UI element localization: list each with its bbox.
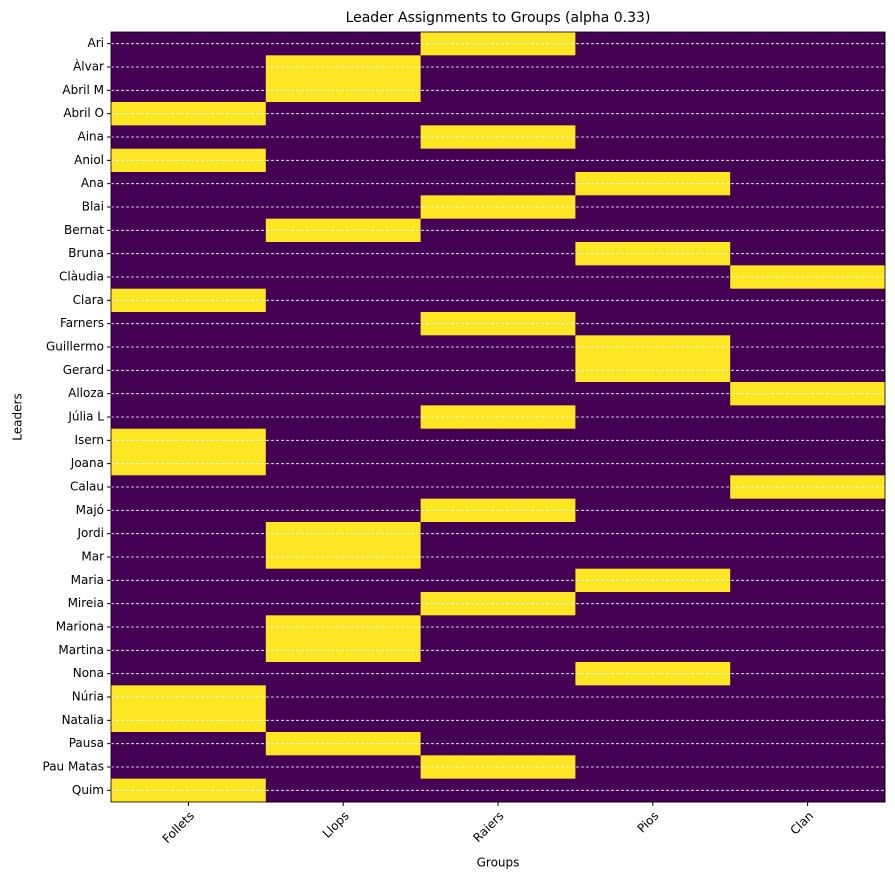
x-tick-label: Pios [635, 809, 662, 836]
y-tick-label: Ana [81, 176, 104, 190]
y-tick-label: Mar [81, 550, 104, 564]
y-tick-label: Clara [73, 293, 104, 307]
y-tick-label: Àlvar [73, 59, 104, 74]
y-tick-label: Ari [88, 36, 104, 50]
y-tick-label: Joana [70, 456, 104, 470]
x-axis-label: Groups [477, 856, 520, 870]
x-tick-label: Clan [787, 809, 816, 838]
y-axis-label: Leaders [11, 393, 25, 440]
y-tick-label: Natalia [62, 713, 104, 727]
y-tick-label: Guillermo [46, 340, 104, 354]
chart-title: Leader Assignments to Groups (alpha 0.33… [346, 10, 651, 26]
y-tick-label: Mariona [56, 620, 104, 634]
y-tick-label: Pau Matas [43, 760, 105, 774]
y-tick-label: Bernat [64, 223, 104, 237]
plot-frame [110, 31, 886, 803]
y-tick-label: Calau [70, 480, 104, 494]
y-tick-label: Farners [60, 316, 104, 330]
y-tick-label: Gerard [63, 363, 104, 377]
y-tick-label: Pausa [69, 736, 104, 750]
y-tick-label: Júlia L [67, 410, 104, 424]
y-tick-label: Alloza [68, 386, 104, 400]
y-tick-label: Núria [72, 690, 104, 704]
y-tick-label: Quim [72, 783, 104, 797]
y-tick-label: Clàudia [59, 270, 104, 284]
y-tick-label: Aniol [74, 153, 104, 167]
y-tick-label: Isern [74, 433, 104, 447]
y-tick-label: Mireia [68, 596, 104, 610]
y-tick-label: Aina [77, 130, 104, 144]
y-tick-label: Jordi [76, 526, 104, 540]
y-tick-label: Majó [76, 503, 104, 517]
x-tick-label: Follets [160, 809, 197, 846]
y-tick-label: Bruna [68, 246, 104, 260]
x-tick-label: Raiers [470, 809, 506, 845]
y-tick-label: Maria [71, 573, 104, 587]
y-tick-label: Nona [73, 666, 104, 680]
y-tick-label: Abril M [62, 83, 104, 97]
y-tick-label: Abril O [63, 106, 104, 120]
y-tick-label: Martina [58, 643, 104, 657]
y-tick-label: Blai [82, 200, 104, 214]
x-tick-label: Llops [320, 809, 352, 841]
